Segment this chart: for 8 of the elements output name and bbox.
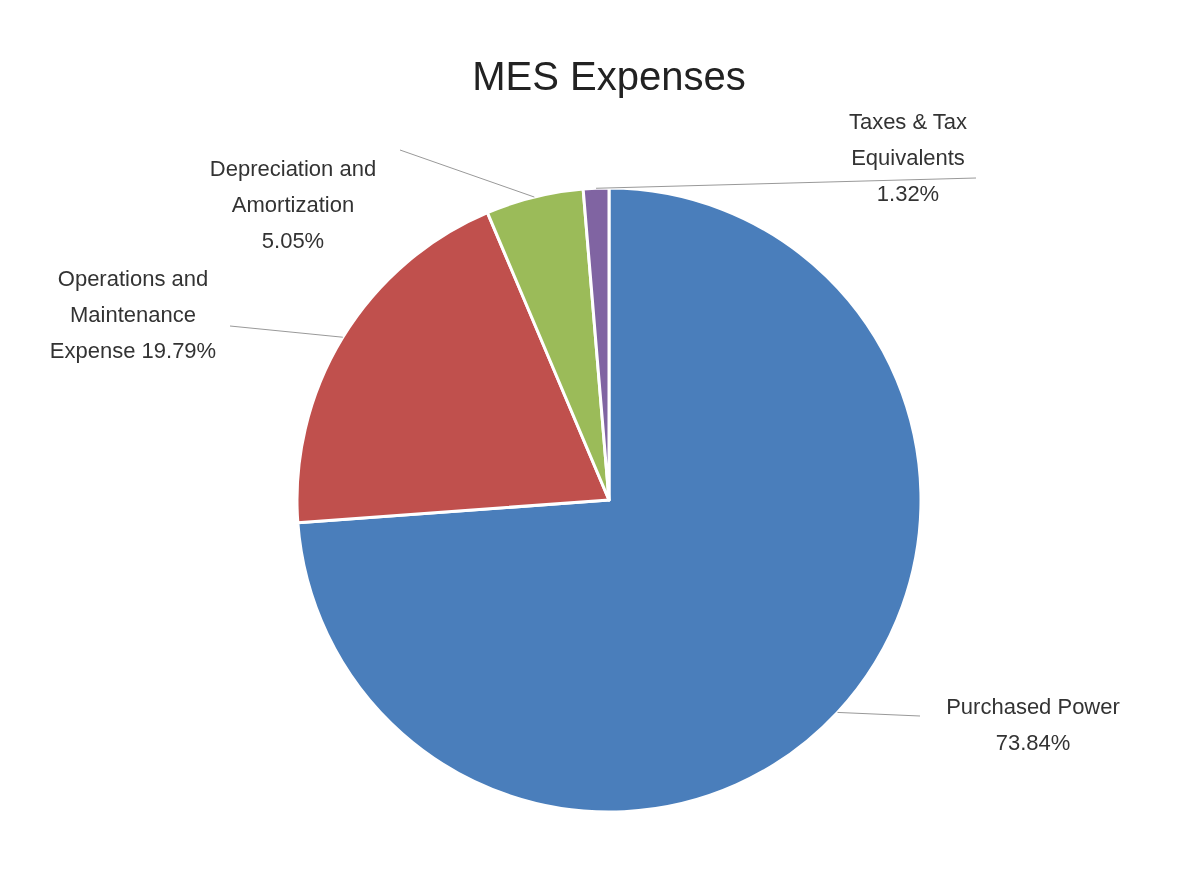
- data-label: 1.32%: [876, 181, 940, 206]
- chart-title: MES Expenses: [472, 54, 746, 98]
- slice-label: Depreciation and Amortization: [209, 156, 377, 217]
- data-label: 73.84%: [995, 730, 1071, 755]
- slice-label: Operations and Maintenance Expense 19.79%: [49, 266, 217, 363]
- slice-label: Taxes & Tax Equivalents: [848, 109, 968, 170]
- slice-label: Purchased Power: [946, 694, 1120, 719]
- data-label: 5.05%: [261, 228, 325, 253]
